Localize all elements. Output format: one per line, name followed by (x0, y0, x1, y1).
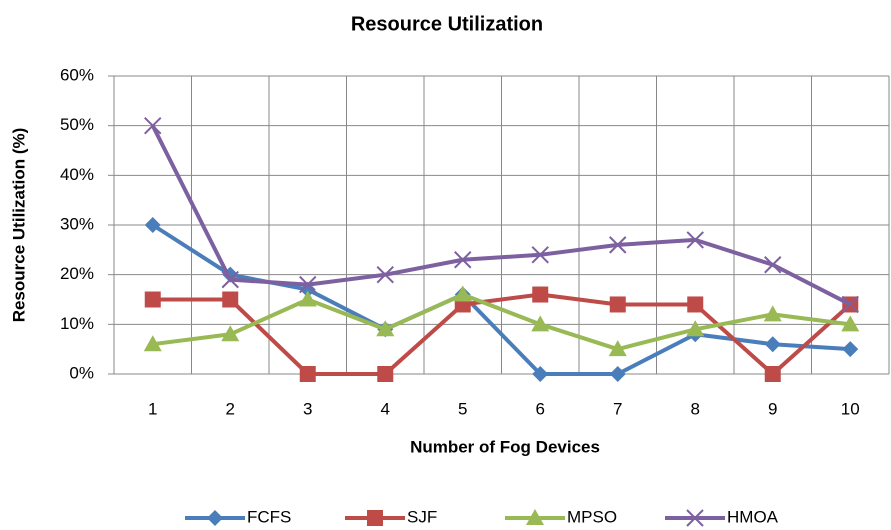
point-marker (222, 291, 239, 308)
point-marker (842, 341, 859, 358)
point-marker (609, 236, 627, 254)
x-tick-label: 5 (458, 399, 467, 418)
y-tick-label: 50% (60, 115, 94, 134)
x-tick-label: 8 (691, 399, 700, 418)
x-tick-label: 2 (226, 399, 235, 418)
legend-label: SJF (407, 507, 437, 526)
legend-marker (686, 509, 704, 527)
point-marker (144, 291, 161, 308)
legend-marker (207, 510, 223, 526)
legend-label: MPSO (567, 507, 617, 526)
point-marker (454, 251, 472, 269)
x-axis-label: Number of Fog Devices (410, 437, 600, 456)
y-tick-label: 40% (60, 165, 94, 184)
series-line (150, 124, 852, 307)
point-marker (764, 336, 781, 353)
y-tick-label: 0% (69, 363, 94, 382)
x-tick-label: 1 (148, 399, 157, 418)
x-tick-label: 7 (613, 399, 622, 418)
legend-label: HMOA (727, 507, 779, 526)
point-marker (686, 231, 704, 249)
x-tick-label: 6 (536, 399, 545, 418)
y-tick-label: 20% (60, 264, 94, 283)
x-tick-label: 3 (303, 399, 312, 418)
point-marker (143, 335, 162, 352)
chart-title: Resource Utilization (351, 13, 543, 35)
point-marker (299, 366, 316, 382)
point-marker (841, 295, 859, 314)
point-marker (687, 296, 704, 313)
y-tick-label: 10% (60, 314, 94, 333)
point-marker (609, 366, 626, 382)
series-line (152, 292, 851, 352)
point-marker (298, 290, 317, 307)
x-tick-label: 4 (381, 399, 390, 418)
point-marker (532, 366, 549, 382)
point-marker (532, 286, 549, 303)
x-tick-label: 9 (768, 399, 777, 418)
point-marker (453, 285, 472, 302)
point-marker (764, 366, 781, 382)
point-marker (686, 320, 705, 337)
y-tick-label: 30% (60, 214, 94, 233)
point-marker (841, 315, 860, 332)
y-tick-label: 60% (60, 65, 94, 84)
point-marker (531, 315, 550, 332)
point-marker (144, 116, 162, 135)
legend-marker (526, 509, 544, 525)
point-marker (376, 265, 394, 284)
point-marker (144, 217, 161, 233)
point-marker (763, 305, 782, 322)
point-marker (221, 270, 239, 289)
point-marker (531, 246, 549, 264)
point-marker (764, 256, 782, 274)
x-tick-label: 10 (841, 399, 860, 418)
legend-label: FCFS (247, 507, 291, 526)
point-marker (299, 275, 317, 294)
point-marker (609, 296, 626, 313)
legend-marker (367, 510, 383, 526)
point-marker (608, 340, 627, 357)
point-marker (376, 320, 395, 337)
point-marker (377, 366, 394, 382)
point-marker (221, 325, 240, 342)
y-axis-label: Resource Utilization (%) (9, 128, 28, 323)
series-line (152, 292, 852, 376)
